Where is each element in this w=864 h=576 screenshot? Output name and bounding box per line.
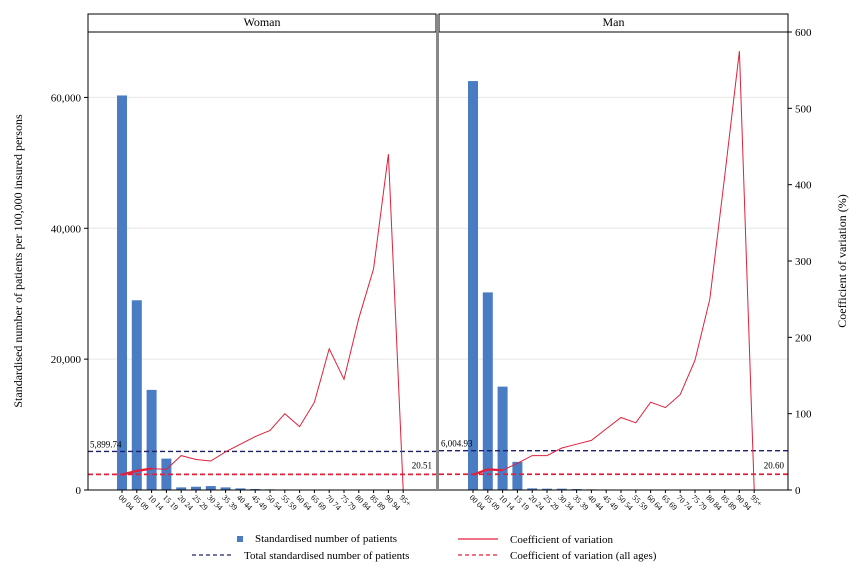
bar-woman-05_09 — [131, 300, 142, 490]
bar-woman-00_04 — [117, 95, 127, 491]
bar-woman-35_39 — [220, 487, 231, 490]
cv-all-label-man: 20.60 — [764, 460, 785, 470]
xtick-label-woman-80_84: 80 84 — [353, 493, 372, 512]
xtick-label-man-70_74: 70 74 — [675, 493, 694, 512]
xtick-label-man-50_54: 50 54 — [616, 493, 635, 512]
bar-man-15_19 — [512, 461, 523, 490]
xtick-label-man-85_89: 85 89 — [719, 493, 738, 512]
xtick-label-woman-30_34: 30 34 — [205, 493, 224, 512]
xtick-label-man-35_39: 35 39 — [571, 493, 590, 512]
xtick-label-woman-90_94: 90 94 — [383, 493, 402, 512]
xtick-label-man-20_24: 20 24 — [527, 493, 546, 512]
bar-man-20_24 — [527, 488, 538, 490]
bar-woman-20_24 — [176, 487, 187, 490]
legend-1-label: Coefficient of variation — [510, 534, 614, 546]
ytick-left-label-3: 60,000 — [51, 92, 82, 104]
xtick-label-woman-25_29: 25 29 — [191, 493, 210, 512]
y-axis-label-left: Standardised number of patients per 100,… — [11, 114, 25, 408]
xtick-label-man-90_94: 90 94 — [734, 493, 753, 512]
xtick-label-woman-05_09: 05 09 — [131, 493, 150, 512]
cv-all-label-woman: 20.51 — [412, 460, 432, 470]
xtick-label-woman-20_24: 20 24 — [176, 493, 195, 512]
xtick-label-woman-00_04: 00 04 — [117, 493, 136, 512]
xtick-label-woman-60_64: 60 64 — [294, 493, 313, 512]
ytick-left-label-2: 40,000 — [51, 223, 82, 235]
panel-title-man: Man — [603, 15, 625, 29]
legend-3-label: Coefficient of variation (all ages) — [510, 550, 657, 562]
xtick-label-woman-15_19: 15 19 — [161, 493, 180, 512]
xtick-label-man-80_84: 80 84 — [704, 493, 723, 512]
legend-2-label: Total standardised number of patients — [244, 550, 409, 562]
panel-title-woman: Woman — [243, 15, 280, 29]
bar-woman-15_19 — [161, 458, 172, 490]
ytick-left-label-0: 0 — [76, 485, 82, 497]
xtick-label-woman-85_89: 85 89 — [368, 493, 387, 512]
bar-woman-10_14 — [146, 389, 157, 490]
ytick-right-label-2: 200 — [795, 332, 812, 344]
bar-man-05_09 — [482, 292, 493, 490]
xtick-label-man-15_19: 15 19 — [512, 493, 531, 512]
y-axis-label-right: Coefficient of variation (%) — [835, 194, 849, 327]
xtick-label-woman-10_14: 10 14 — [146, 493, 165, 512]
xtick-label-man-65_69: 65 69 — [660, 493, 679, 512]
xtick-label-man-55_59: 55 59 — [630, 493, 649, 512]
bar-man-30_34 — [556, 488, 567, 490]
cv-line-emph-woman — [121, 467, 152, 476]
xtick-label-woman-50_54: 50 54 — [265, 493, 284, 512]
legend-0-swatch — [237, 536, 243, 542]
ytick-right-label-3: 300 — [795, 256, 812, 268]
xtick-label-woman-70_74: 70 74 — [324, 493, 343, 512]
ytick-right-label-4: 400 — [795, 180, 812, 192]
xtick-label-woman-75_79: 75 79 — [339, 493, 358, 512]
xtick-label-man-00_04: 00 04 — [468, 493, 487, 512]
bar-woman-40_44 — [235, 488, 246, 490]
legend-0-label: Standardised number of patients — [255, 533, 397, 545]
cv-line-man — [472, 51, 755, 491]
cv-line-woman — [121, 154, 404, 491]
xtick-label-man-45_49: 45 49 — [601, 493, 620, 512]
cv-line-emph-man — [472, 468, 503, 476]
bar-woman-25_29 — [191, 486, 201, 490]
bar-woman-30_34 — [205, 486, 216, 490]
ytick-right-label-6: 600 — [795, 27, 812, 39]
bar-man-00_04 — [468, 81, 478, 491]
ytick-right-label-5: 500 — [795, 103, 812, 115]
xtick-label-man-60_64: 60 64 — [645, 493, 664, 512]
total-label-woman: 5,899.74 — [90, 439, 122, 449]
xtick-label-woman-65_69: 65 69 — [309, 493, 328, 512]
xtick-label-woman-55_59: 55 59 — [279, 493, 298, 512]
ytick-left-label-1: 20,000 — [51, 354, 82, 366]
xtick-label-man-75_79: 75 79 — [690, 493, 709, 512]
xtick-label-man-30_34: 30 34 — [556, 493, 575, 512]
ytick-right-label-0: 0 — [795, 485, 801, 497]
ytick-right-label-1: 100 — [795, 409, 812, 421]
xtick-label-woman-35_39: 35 39 — [220, 493, 239, 512]
bar-man-10_14 — [497, 386, 508, 490]
xtick-label-man-40_44: 40 44 — [586, 493, 605, 512]
xtick-label-man-25_29: 25 29 — [542, 493, 561, 512]
xtick-label-man-10_14: 10 14 — [497, 493, 516, 512]
xtick-label-woman-40_44: 40 44 — [235, 493, 254, 512]
bar-man-25_29 — [542, 488, 552, 490]
total-label-man: 6,004.93 — [441, 439, 473, 449]
xtick-label-woman-45_49: 45 49 — [250, 493, 269, 512]
xtick-label-man-05_09: 05 09 — [482, 493, 501, 512]
